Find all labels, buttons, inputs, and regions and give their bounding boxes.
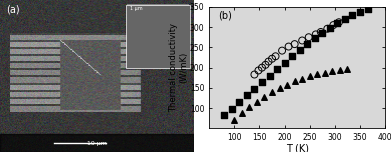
Point bbox=[282, 62, 288, 64]
Bar bbox=[0, 134, 194, 152]
Point bbox=[251, 73, 258, 76]
Point bbox=[307, 75, 313, 77]
Point bbox=[330, 24, 337, 26]
Point bbox=[349, 14, 355, 16]
Point bbox=[246, 106, 253, 108]
Point bbox=[342, 18, 348, 20]
Point bbox=[319, 32, 325, 34]
Point bbox=[334, 22, 341, 24]
Text: (a): (a) bbox=[6, 5, 20, 15]
Point bbox=[266, 74, 273, 77]
Point bbox=[244, 94, 250, 96]
Point bbox=[269, 91, 275, 94]
Text: 1 µm: 1 µm bbox=[130, 6, 142, 11]
Point bbox=[292, 80, 298, 83]
Point bbox=[314, 73, 320, 75]
Point bbox=[337, 69, 343, 71]
Point bbox=[221, 114, 228, 116]
Text: (b): (b) bbox=[218, 10, 232, 21]
Point bbox=[289, 55, 295, 57]
Point bbox=[236, 101, 242, 103]
Point bbox=[296, 49, 303, 51]
Point bbox=[239, 112, 245, 114]
Point bbox=[299, 39, 305, 42]
Point bbox=[329, 70, 335, 73]
Point bbox=[254, 100, 260, 103]
Point bbox=[276, 87, 283, 90]
X-axis label: T (K): T (K) bbox=[286, 144, 308, 152]
Point bbox=[284, 83, 290, 86]
Bar bbox=[126, 5, 190, 68]
Point bbox=[269, 57, 275, 60]
Point bbox=[344, 68, 351, 70]
Point bbox=[251, 88, 258, 90]
Point bbox=[322, 71, 328, 74]
Point bbox=[285, 45, 292, 48]
Point bbox=[292, 43, 298, 45]
Point bbox=[229, 108, 235, 110]
Point bbox=[317, 31, 324, 33]
Point bbox=[357, 10, 363, 13]
Text: 10 µm: 10 µm bbox=[87, 141, 107, 146]
Point bbox=[279, 49, 285, 52]
Point bbox=[313, 33, 319, 36]
Point bbox=[261, 96, 267, 98]
Point bbox=[255, 69, 262, 72]
Point bbox=[364, 8, 371, 10]
Y-axis label: Thermal conductivity
(W/mK): Thermal conductivity (W/mK) bbox=[169, 23, 188, 112]
Point bbox=[299, 77, 305, 80]
Point bbox=[336, 21, 342, 23]
Point bbox=[231, 118, 237, 121]
Point bbox=[259, 66, 265, 69]
Point bbox=[259, 81, 265, 83]
Point bbox=[312, 37, 318, 40]
Point bbox=[273, 55, 279, 57]
Point bbox=[306, 36, 312, 38]
Point bbox=[274, 68, 280, 71]
Point bbox=[304, 43, 310, 45]
Point bbox=[265, 60, 272, 63]
Point bbox=[324, 28, 330, 30]
Point bbox=[327, 27, 333, 29]
Point bbox=[262, 64, 269, 66]
